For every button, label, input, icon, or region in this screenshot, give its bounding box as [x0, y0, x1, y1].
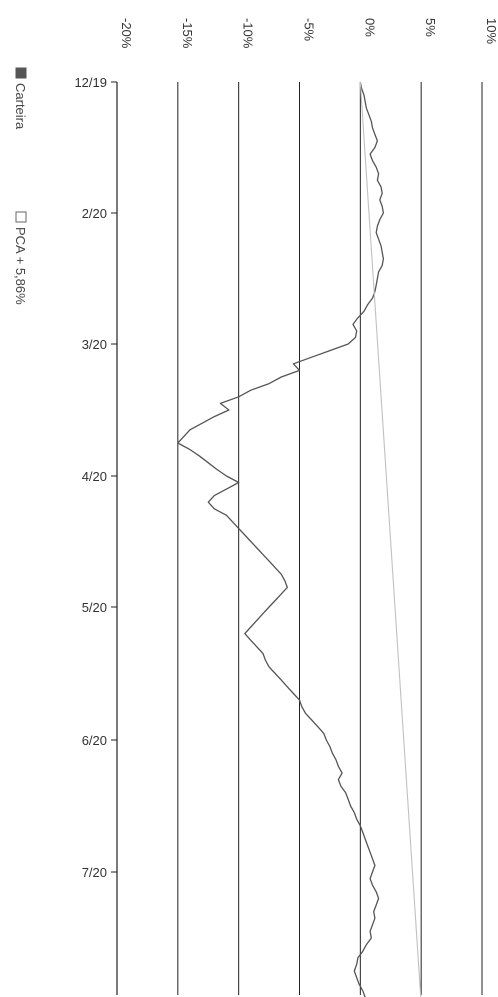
- y-tick-label: -20%: [119, 18, 134, 49]
- y-tick-label: -5%: [302, 18, 317, 42]
- x-tick-label: 5/20: [82, 600, 107, 615]
- y-tick-label: -15%: [180, 18, 195, 49]
- legend-label-pca: PCA + 5,86%: [13, 227, 28, 305]
- x-tick-label: 3/20: [82, 337, 107, 352]
- legend-label-carteira: Carteira: [13, 83, 28, 130]
- legend-swatch-pca: [15, 211, 27, 223]
- x-tick-label: 7/20: [82, 865, 107, 880]
- series-line-carteira: [177, 81, 385, 997]
- y-tick-label: 0%: [362, 18, 377, 37]
- x-tick-label: 2/20: [82, 206, 107, 221]
- legend: Carteira PCA + 5,86%: [13, 67, 28, 305]
- series-line-pca: [359, 81, 422, 997]
- y-tick-label: -10%: [241, 18, 256, 49]
- x-tick-label: 6/20: [82, 733, 107, 748]
- legend-swatch-carteira: [15, 67, 27, 79]
- x-tick-label: 12/19: [74, 75, 107, 90]
- y-tick-label: 5%: [423, 18, 438, 37]
- x-tick-label: 4/20: [82, 469, 107, 484]
- y-tick-label: 10%: [484, 18, 498, 44]
